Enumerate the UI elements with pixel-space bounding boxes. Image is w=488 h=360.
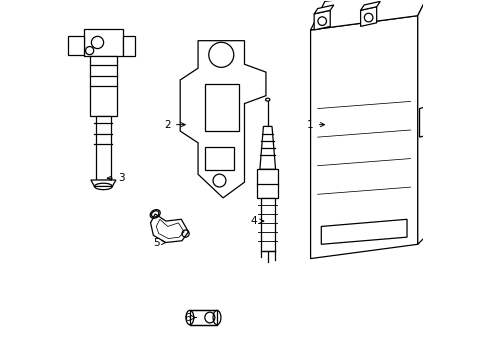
Polygon shape xyxy=(313,10,329,30)
Polygon shape xyxy=(310,16,417,258)
Polygon shape xyxy=(313,5,333,14)
Text: 4: 4 xyxy=(249,216,264,226)
Text: 1: 1 xyxy=(306,120,324,130)
Polygon shape xyxy=(83,29,123,56)
Polygon shape xyxy=(68,36,83,55)
Polygon shape xyxy=(360,7,376,26)
Polygon shape xyxy=(180,41,265,198)
Text: 6: 6 xyxy=(183,312,196,323)
Polygon shape xyxy=(96,116,110,180)
Polygon shape xyxy=(310,0,431,30)
Polygon shape xyxy=(150,214,188,243)
Polygon shape xyxy=(419,105,432,137)
Polygon shape xyxy=(123,36,135,56)
Polygon shape xyxy=(189,310,217,325)
Polygon shape xyxy=(257,169,278,198)
Polygon shape xyxy=(259,126,275,169)
Polygon shape xyxy=(321,219,406,244)
Polygon shape xyxy=(205,84,239,131)
Polygon shape xyxy=(205,147,233,170)
Text: 3: 3 xyxy=(107,173,124,183)
Polygon shape xyxy=(90,56,117,116)
Polygon shape xyxy=(91,180,116,186)
Polygon shape xyxy=(260,198,274,251)
Text: 2: 2 xyxy=(164,120,185,130)
Polygon shape xyxy=(417,0,431,244)
Polygon shape xyxy=(360,1,380,10)
Text: 5: 5 xyxy=(153,238,166,248)
